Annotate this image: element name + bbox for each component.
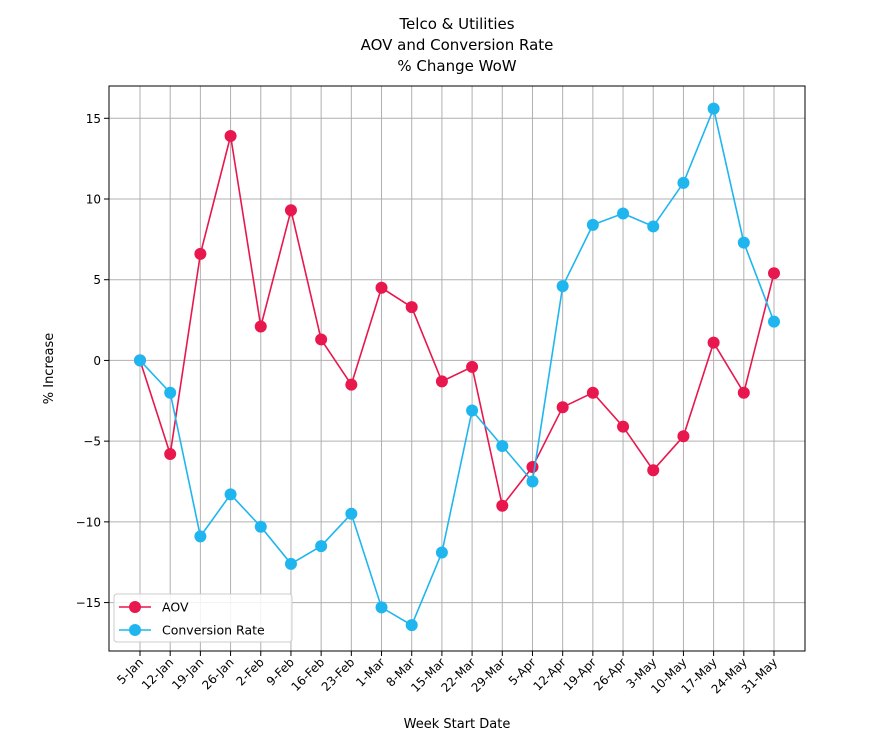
legend-label: AOV: [162, 600, 189, 615]
x-axis: 5-Jan12-Jan19-Jan26-Jan2-Feb9-Feb16-Feb2…: [114, 651, 780, 697]
x-tick-label: 23-Feb: [319, 655, 358, 694]
data-point: [647, 220, 660, 233]
y-tick-label: 10: [86, 193, 101, 207]
legend: AOV Conversion Rate: [113, 593, 293, 643]
plot-area: [108, 85, 806, 652]
y-tick-label: 15: [86, 112, 101, 126]
series-aov: [134, 130, 780, 512]
data-point: [768, 267, 780, 280]
legend-box: [113, 593, 293, 643]
y-tick-label: −10: [76, 515, 101, 529]
y-tick-label: −5: [83, 435, 101, 449]
legend-marker: [129, 601, 141, 613]
x-tick-label: 26-Apr: [591, 655, 629, 693]
y-tick-label: 5: [93, 273, 101, 287]
x-tick-label: 19-Jan: [169, 655, 206, 692]
y-tick-label: 0: [93, 354, 101, 368]
data-point: [737, 236, 750, 249]
data-point: [375, 281, 388, 294]
data-point: [617, 207, 630, 220]
data-point: [677, 430, 690, 443]
data-point: [284, 204, 297, 217]
data-point: [224, 488, 237, 501]
data-point: [526, 475, 539, 488]
data-point: [435, 375, 448, 388]
y-tick-label: −15: [76, 596, 101, 610]
series-line: [139, 105, 775, 627]
series: [134, 102, 780, 632]
data-point: [496, 499, 509, 512]
data-point: [194, 530, 207, 543]
x-tick-label: 12-Apr: [531, 655, 569, 693]
data-point: [737, 386, 750, 399]
data-point: [526, 460, 539, 473]
legend-marker: [129, 624, 141, 636]
data-point: [405, 619, 418, 632]
title-line: % Change WoW: [397, 57, 516, 75]
data-point: [254, 320, 267, 333]
data-point: [768, 315, 780, 328]
data-point: [707, 336, 720, 349]
data-point: [586, 386, 599, 399]
chart-title: Telco & Utilities AOV and Conversion Rate…: [361, 15, 554, 75]
data-point: [134, 354, 146, 367]
data-point: [466, 404, 479, 417]
data-point: [677, 176, 690, 189]
series-conversion-rate: [134, 102, 780, 632]
data-point: [466, 360, 479, 373]
x-tick-label: 29-Mar: [469, 655, 509, 695]
data-point: [315, 333, 328, 346]
data-point: [556, 401, 569, 414]
data-point: [164, 448, 177, 461]
data-point: [284, 557, 297, 570]
data-point: [647, 464, 660, 477]
y-axis: 15 10 5 0 −5 −10 −15: [76, 112, 109, 610]
data-point: [707, 102, 720, 115]
data-point: [194, 247, 207, 260]
data-point: [375, 601, 388, 614]
x-tick-label: 26-Jan: [199, 655, 236, 692]
series-line: [139, 135, 775, 508]
data-point: [405, 301, 418, 314]
x-tick-label: 19-Apr: [561, 655, 599, 693]
y-axis-label: % Increase: [42, 333, 57, 405]
data-point: [345, 378, 358, 391]
data-point: [556, 280, 569, 293]
data-point: [435, 546, 448, 559]
data-point: [315, 540, 328, 553]
legend-label: Conversion Rate: [162, 623, 265, 638]
data-point: [496, 439, 509, 452]
data-point: [617, 420, 630, 433]
data-point: [254, 520, 267, 533]
data-point: [345, 507, 358, 520]
data-point: [164, 386, 177, 399]
x-axis-label: Week Start Date: [404, 717, 511, 732]
x-tick-label: 2-Feb: [233, 655, 266, 688]
grid: [109, 86, 805, 651]
x-tick-label: 1-Mar: [353, 655, 387, 689]
data-point: [586, 218, 599, 231]
title-line: AOV and Conversion Rate: [361, 36, 554, 54]
title-line: Telco & Utilities: [398, 15, 514, 33]
x-tick-label: 12-Jan: [139, 655, 176, 692]
data-point: [224, 130, 237, 143]
